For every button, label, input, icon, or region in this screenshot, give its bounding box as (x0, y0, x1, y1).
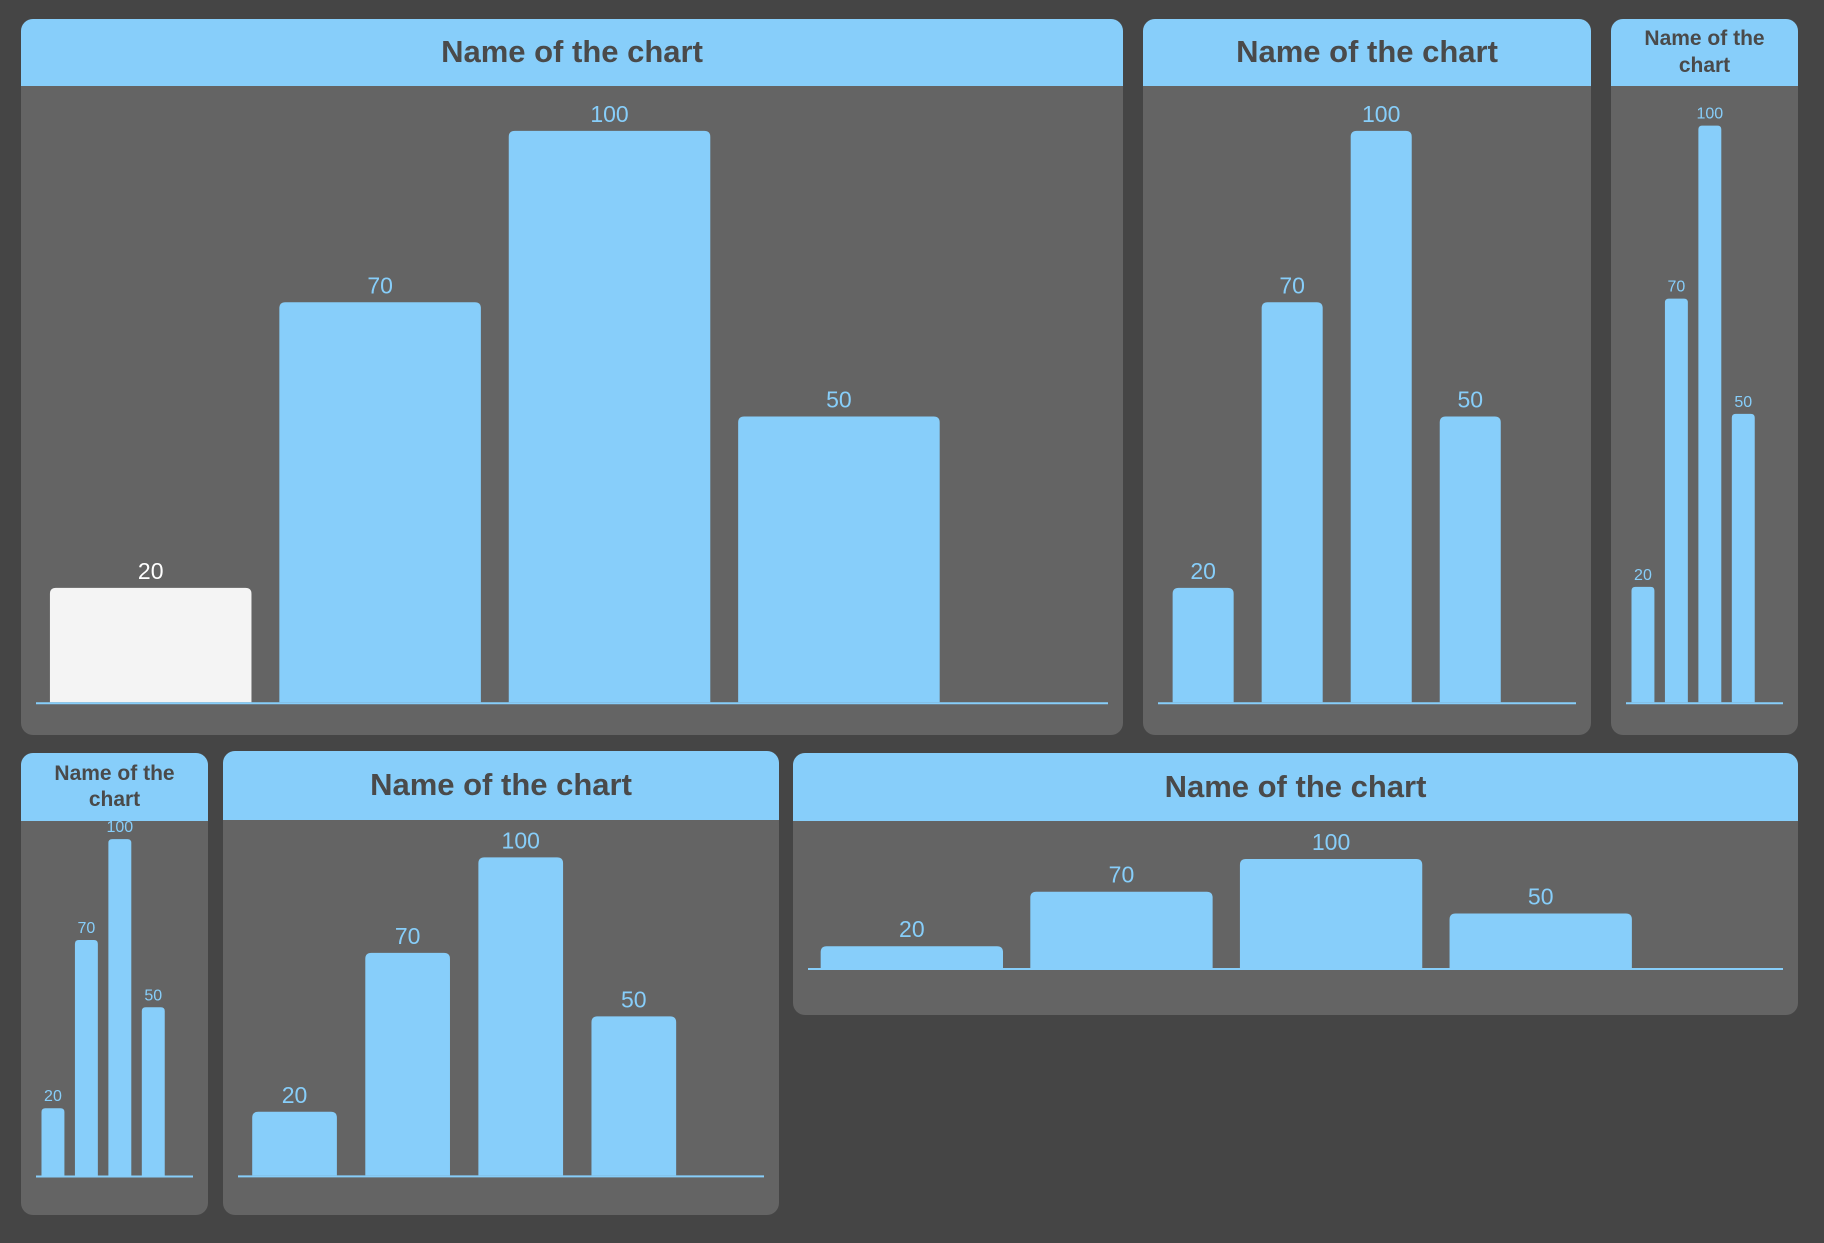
bar-1[interactable] (820, 946, 1003, 969)
bar-1[interactable] (1631, 586, 1655, 703)
chart-title-6: Name of the chart (793, 753, 1798, 821)
bar-3-value-label: 100 (106, 819, 133, 836)
bar-1[interactable] (41, 1108, 65, 1176)
bar-2[interactable] (74, 940, 98, 1176)
bar-1-value-label: 20 (138, 558, 164, 584)
chart-plot-5: 20 70 100 50 (238, 820, 764, 1214)
bar-chart-1: 20 70 100 50 (36, 101, 1108, 705)
bar-chart-2: 20 70 100 50 (1158, 101, 1576, 705)
chart-panel-5: Name of the chart 20 70 100 50 (223, 751, 779, 1215)
bar-3[interactable] (1239, 859, 1423, 969)
bar-1-value-label: 20 (1634, 567, 1652, 584)
bar-2[interactable] (365, 952, 450, 1176)
chart-panel-3: Name of the chart 20 70 100 50 (1611, 19, 1798, 735)
bar-3[interactable] (1350, 130, 1412, 703)
bar-3-value-label: 100 (1312, 829, 1350, 855)
bar-4-value-label: 50 (144, 987, 162, 1004)
bar-2-value-label: 70 (367, 272, 393, 298)
chart-plot-2: 20 70 100 50 (1158, 86, 1576, 735)
bar-3-value-label: 100 (1696, 106, 1723, 123)
bar-4[interactable] (1731, 413, 1755, 703)
bar-2-value-label: 70 (1109, 862, 1135, 888)
bar-4[interactable] (141, 1007, 165, 1176)
bar-4-value-label: 50 (826, 387, 852, 413)
bar-chart-3: 20 70 100 50 (1626, 106, 1783, 705)
chart-plot-3: 20 70 100 50 (1626, 86, 1783, 735)
chart-title-2: Name of the chart (1143, 19, 1591, 86)
bar-2-value-label: 70 (1667, 279, 1685, 296)
bar-1-value-label: 20 (44, 1088, 62, 1105)
bar-chart-5: 20 70 100 50 (238, 827, 764, 1178)
bar-4[interactable] (738, 416, 940, 703)
chart-title-4: Name of the chart (21, 753, 208, 821)
chart-panel-4: Name of the chart 20 70 100 50 (21, 753, 208, 1215)
chart-panel-2: Name of the chart 20 70 100 50 (1143, 19, 1591, 735)
bar-1[interactable] (49, 587, 252, 703)
bar-2-value-label: 70 (1279, 272, 1305, 298)
bar-3-value-label: 100 (502, 827, 540, 853)
chart-title-5: Name of the chart (223, 751, 779, 820)
chart-panel-6: Name of the chart 20 70 100 50 (793, 753, 1798, 1015)
bar-1-value-label: 20 (1190, 558, 1216, 584)
bar-3[interactable] (108, 839, 132, 1176)
bar-4-value-label: 50 (1528, 884, 1554, 910)
bar-4[interactable] (591, 1016, 677, 1176)
bar-4-value-label: 50 (621, 986, 647, 1012)
bar-2-value-label: 70 (77, 920, 95, 937)
bar-1-value-label: 20 (282, 1082, 308, 1108)
bar-1-value-label: 20 (899, 916, 925, 942)
bar-1[interactable] (1172, 587, 1234, 703)
bar-4[interactable] (1449, 913, 1632, 969)
chart-plot-6: 20 70 100 50 (808, 821, 1783, 1015)
chart-plot-1: 20 70 100 50 (36, 86, 1108, 735)
chart-panel-1: Name of the chart 20 70 100 50 (21, 19, 1123, 735)
bar-2[interactable] (1261, 302, 1323, 703)
bar-2-value-label: 70 (395, 923, 421, 949)
chart-plot-4: 20 70 100 50 (36, 819, 193, 1214)
bar-2[interactable] (1030, 891, 1213, 969)
bar-chart-4: 20 70 100 50 (36, 819, 193, 1178)
bar-2[interactable] (1664, 298, 1688, 703)
bar-1[interactable] (252, 1111, 337, 1176)
chart-title-3: Name of the chart (1611, 19, 1798, 86)
bar-3-value-label: 100 (1362, 101, 1400, 127)
bar-3[interactable] (508, 130, 711, 703)
bar-2[interactable] (279, 302, 481, 703)
bar-4-value-label: 50 (1457, 387, 1483, 413)
bar-chart-6: 20 70 100 50 (808, 829, 1783, 971)
bar-3-value-label: 100 (590, 101, 628, 127)
bar-3[interactable] (478, 857, 564, 1176)
bar-3[interactable] (1698, 125, 1722, 703)
bar-4[interactable] (1439, 416, 1501, 703)
chart-title-1: Name of the chart (21, 19, 1123, 86)
bar-4-value-label: 50 (1734, 394, 1752, 411)
